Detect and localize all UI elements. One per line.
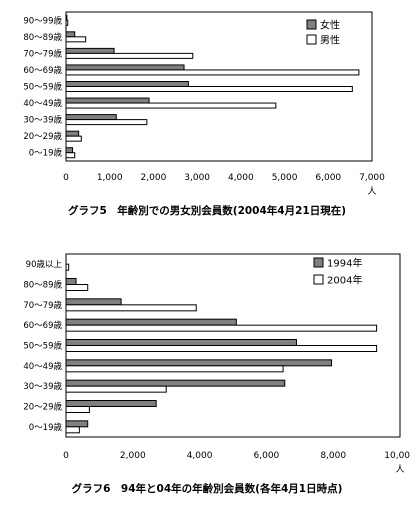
x-tick-label: 6,000 xyxy=(254,451,280,461)
unit-label: 人 xyxy=(367,186,376,197)
legend-swatch xyxy=(313,274,324,285)
category-label: 30～39歳 xyxy=(23,381,62,392)
bar-gray xyxy=(65,130,80,137)
bar-white xyxy=(65,324,378,332)
legend-label: 2004年 xyxy=(327,274,362,287)
x-tick-label: 3,000 xyxy=(184,173,210,183)
bar-gray xyxy=(65,278,77,285)
bar-gray xyxy=(65,339,297,346)
category-label: 0～19歳 xyxy=(29,148,63,159)
x-tick-label: 8,000 xyxy=(320,451,346,461)
bar-gray xyxy=(65,298,122,306)
chart-age-gender-2004: 0～19歳 20～29歳 30～39歳 40～49歳 50～59歳 60～69歳 70～79… xyxy=(23,11,385,217)
bar-white xyxy=(65,135,82,142)
x-tick-label: 4,000 xyxy=(228,173,254,183)
category-label: 80～89歳 xyxy=(23,280,62,291)
bar-gray xyxy=(65,64,185,71)
x-tick-label: 1,000 xyxy=(97,173,123,183)
x-tick-label: 5,000 xyxy=(272,173,298,183)
bar-gray xyxy=(65,318,237,326)
bar-gray xyxy=(65,379,286,387)
category-label: 60～69歳 xyxy=(23,320,62,331)
category-label: 20～29歳 xyxy=(23,402,62,413)
bar-gray xyxy=(65,47,115,54)
x-tick-label: 0 xyxy=(63,451,69,461)
x-tick-label: 10,000 xyxy=(384,451,410,461)
bar-white xyxy=(65,385,167,393)
category-label: 50～59歳 xyxy=(23,82,62,93)
bar-gray xyxy=(65,114,117,121)
bar-gray xyxy=(65,14,68,21)
category-label: 60～69歳 xyxy=(23,65,62,76)
bar-white xyxy=(65,86,353,92)
category-label: 90歳以上 xyxy=(26,259,63,270)
bar-gray xyxy=(65,359,333,367)
bar-white xyxy=(65,19,69,26)
legend-label: 1994年 xyxy=(327,257,362,270)
bar-gray xyxy=(65,31,76,38)
bar-white xyxy=(65,36,87,43)
category-label: 40～49歳 xyxy=(23,361,62,372)
category-label: 20～29歳 xyxy=(23,131,62,142)
bar-white xyxy=(65,426,80,434)
bar-white xyxy=(65,304,197,312)
legend-label: 男性 xyxy=(320,34,340,47)
bar-white xyxy=(65,263,70,271)
bar-white xyxy=(65,119,148,126)
bar-gray xyxy=(65,147,74,154)
x-tick-label: 0 xyxy=(63,173,69,183)
x-tick-label: 7,000 xyxy=(359,173,385,183)
bar-white xyxy=(65,284,89,291)
legend-swatch xyxy=(306,19,317,30)
bar-gray xyxy=(65,420,89,428)
category-label: 90～99歳 xyxy=(23,15,62,26)
chart-age-1994-vs-2004: 0～19歳 20～29歳 30～39歳 40～49歳 50～59歳 60～69歳 70～79… xyxy=(23,253,410,495)
unit-label: 人 xyxy=(395,464,404,475)
legend-swatch xyxy=(306,34,317,45)
legend-label: 女性 xyxy=(320,19,340,32)
category-label: 70～79歳 xyxy=(23,48,62,59)
category-label: 70～79歳 xyxy=(23,300,62,311)
bar-white xyxy=(65,406,90,413)
bar-white xyxy=(65,102,277,109)
category-label: 50～59歳 xyxy=(23,341,62,352)
x-tick-label: 4,000 xyxy=(187,451,213,461)
bar-white xyxy=(65,152,76,159)
legend-swatch xyxy=(313,257,324,268)
bar-white xyxy=(65,52,194,59)
chart-title: グラフ5 年齢別での男女別会員数(2004年4月21日現在) xyxy=(68,204,346,217)
chart-title: グラフ6 94年と04年の年齢別会員数(各年4月1日時点) xyxy=(72,482,343,495)
bar-gray xyxy=(65,81,189,87)
x-tick-label: 2,000 xyxy=(141,173,167,183)
x-tick-label: 6,000 xyxy=(315,173,341,183)
category-label: 80～89歳 xyxy=(23,32,62,43)
bar-white xyxy=(65,345,378,352)
bar-gray xyxy=(65,97,150,104)
category-label: 0～19歳 xyxy=(29,422,63,433)
x-tick-label: 2,000 xyxy=(120,451,146,461)
bar-white xyxy=(65,365,284,373)
category-label: 30～39歳 xyxy=(23,115,62,126)
category-label: 40～49歳 xyxy=(23,98,62,109)
bar-white xyxy=(65,69,360,76)
bar-gray xyxy=(65,400,157,407)
